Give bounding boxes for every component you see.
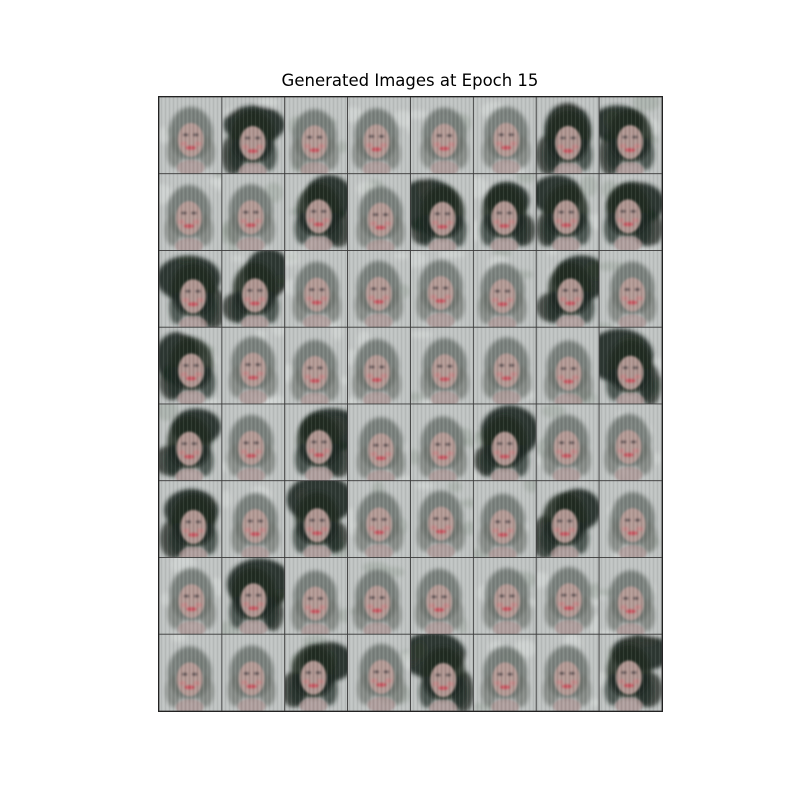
generated-face-tile <box>472 97 537 175</box>
generated-face-tile <box>221 633 286 711</box>
generated-face-tile <box>535 97 600 175</box>
generated-face-tile <box>347 97 411 175</box>
generated-face-tile <box>284 173 349 251</box>
generated-face-tile <box>221 480 286 558</box>
generated-face-tile <box>347 326 411 405</box>
generated-face-tile <box>284 557 349 635</box>
generated-face-tile <box>535 250 600 328</box>
generated-face-tile <box>221 173 286 251</box>
generated-face-tile <box>159 403 223 482</box>
generated-face-tile <box>410 250 474 328</box>
generated-face-tile <box>284 403 349 482</box>
generated-face-tile <box>598 557 662 635</box>
generated-image-grid <box>158 96 663 712</box>
generated-face-tile <box>410 326 474 405</box>
generated-face-tile <box>159 480 223 558</box>
generated-face-tile <box>598 173 662 251</box>
image-grid-canvas <box>159 97 662 711</box>
generated-face-tile <box>221 557 286 635</box>
generated-face-tile <box>159 250 223 328</box>
generated-face-tile <box>410 633 474 711</box>
generated-face-tile <box>284 97 349 175</box>
generated-face-tile <box>535 480 600 558</box>
generated-face-tile <box>347 633 411 711</box>
generated-face-tile <box>472 173 537 251</box>
generated-face-tile <box>221 250 286 328</box>
generated-face-tile <box>347 250 411 328</box>
generated-face-tile <box>284 633 349 711</box>
generated-face-tile <box>284 250 349 328</box>
generated-face-tile <box>410 173 474 251</box>
generated-face-tile <box>472 403 537 482</box>
generated-face-tile <box>535 403 600 482</box>
generated-face-tile <box>598 326 662 405</box>
generated-face-tile <box>284 480 349 558</box>
generated-face-tile <box>159 557 223 635</box>
generated-face-tile <box>472 480 537 558</box>
generated-face-tile <box>598 97 662 175</box>
generated-face-tile <box>347 403 411 482</box>
generated-face-tile <box>159 633 223 711</box>
generated-face-tile <box>535 633 600 711</box>
generated-face-tile <box>159 326 223 405</box>
generated-face-tile <box>598 403 662 482</box>
generated-face-tile <box>159 97 223 175</box>
generated-face-tile <box>410 403 474 482</box>
generated-face-tile <box>221 326 286 405</box>
generated-face-tile <box>221 403 286 482</box>
generated-face-tile <box>347 480 411 558</box>
generated-face-tile <box>410 97 474 175</box>
generated-face-tile <box>535 173 600 251</box>
generated-face-tile <box>598 633 662 711</box>
generated-face-tile <box>598 250 662 328</box>
generated-face-tile <box>472 326 537 405</box>
generated-face-tile <box>535 557 600 635</box>
generated-face-tile <box>472 250 537 328</box>
generated-face-tile <box>347 557 411 635</box>
generated-face-tile <box>347 173 411 251</box>
generated-face-tile <box>598 480 662 558</box>
generated-face-tile <box>472 633 537 711</box>
figure-title: Generated Images at Epoch 15 <box>281 71 539 90</box>
generated-face-tile <box>159 173 223 251</box>
generated-face-tile <box>472 557 537 635</box>
generated-face-tile <box>221 97 286 175</box>
generated-face-tile <box>410 480 474 558</box>
generated-face-tile <box>410 557 474 635</box>
generated-face-tile <box>535 326 600 405</box>
generated-face-tile <box>284 326 349 405</box>
